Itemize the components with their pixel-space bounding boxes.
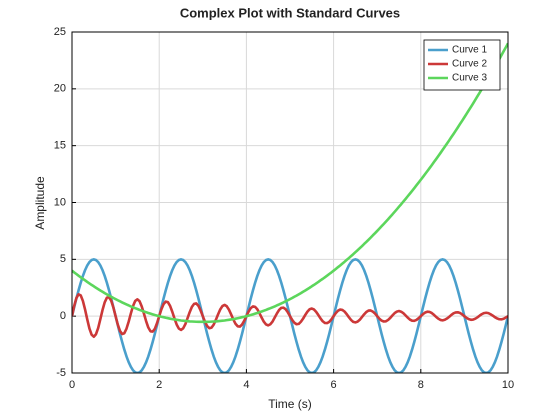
- x-tick-label: 8: [418, 379, 424, 391]
- x-tick-label: 0: [69, 379, 75, 391]
- y-tick-label: 25: [54, 26, 66, 38]
- y-tick-label: -5: [56, 367, 66, 379]
- legend-label: Curve 1: [452, 45, 487, 56]
- legend-label: Curve 3: [452, 73, 487, 84]
- x-tick-label: 6: [331, 379, 337, 391]
- series-line: [72, 293, 508, 339]
- series-line: [72, 42, 508, 324]
- x-tick-label: 4: [243, 379, 249, 391]
- y-tick-label: 5: [60, 253, 66, 265]
- y-tick-label: 10: [54, 196, 66, 208]
- legend-label: Curve 2: [452, 59, 487, 70]
- y-tick-label: 20: [54, 83, 66, 95]
- x-tick-label: 2: [156, 379, 162, 391]
- plot-frame: [71, 31, 509, 374]
- chart-title: Complex Plot with Standard Curves: [180, 5, 400, 20]
- y-axis-label: Amplitude: [33, 176, 47, 230]
- x-axis-label: Time (s): [268, 397, 312, 411]
- y-tick-label: 15: [54, 140, 66, 152]
- y-tick-label: 0: [60, 310, 66, 322]
- x-tick-label: 10: [502, 379, 514, 391]
